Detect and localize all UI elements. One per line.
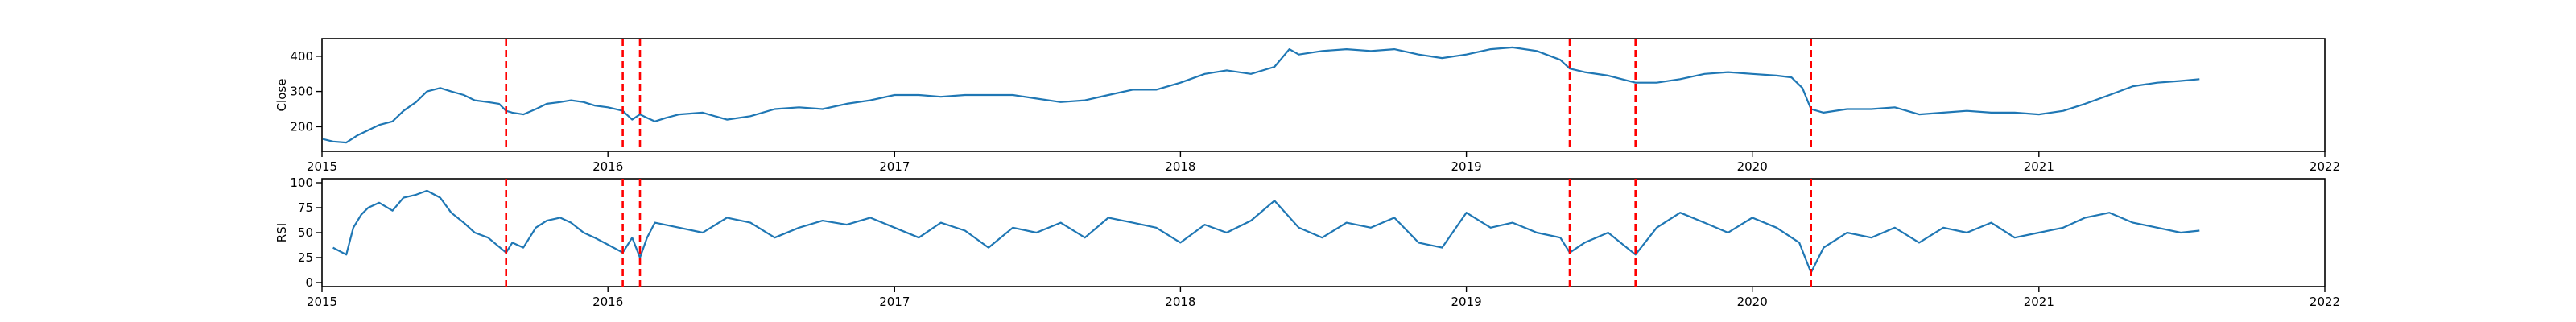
y-tick-label: 100 bbox=[290, 175, 313, 190]
y-tick-label: 300 bbox=[290, 85, 313, 99]
x-tick-label: 2016 bbox=[592, 159, 623, 174]
x-tick-label: 2016 bbox=[592, 295, 623, 309]
x-tick-label: 2018 bbox=[1165, 295, 1195, 309]
y-tick-label: 200 bbox=[290, 119, 313, 134]
series-line-0 bbox=[322, 46, 2200, 144]
y-axis-label: RSI bbox=[275, 223, 289, 242]
x-tick-label: 2022 bbox=[2310, 159, 2340, 174]
plot-frame bbox=[321, 38, 2326, 152]
x-tick-label: 2015 bbox=[307, 295, 337, 309]
x-tick-label: 2020 bbox=[1737, 295, 1768, 309]
x-tick-label: 2022 bbox=[2310, 295, 2340, 309]
x-tick-label: 2020 bbox=[1737, 159, 1768, 174]
close-price-chart: 200 300 400 2015 2016 2017 2018 2019 2020 2021 202… bbox=[275, 38, 2340, 174]
x-tick-label: 2021 bbox=[2024, 159, 2054, 174]
x-tick-label: 2019 bbox=[1451, 295, 1482, 309]
x-tick-label: 2017 bbox=[879, 295, 910, 309]
x-tick-label: 2015 bbox=[307, 159, 337, 174]
x-tick-label: 2018 bbox=[1165, 159, 1195, 174]
y-axis-label: Close bbox=[275, 79, 289, 112]
x-tick-label: 2017 bbox=[879, 159, 910, 174]
y-tick-label: 75 bbox=[298, 200, 313, 215]
y-tick-label: 0 bbox=[305, 275, 313, 290]
y-tick-label: 25 bbox=[298, 250, 313, 265]
rsi-chart: 0 25 50 75 100 2015 2016 2017 2018 2019 2020 2021 20… bbox=[275, 175, 2340, 309]
y-tick-label: 50 bbox=[298, 225, 313, 240]
x-tick-label: 2021 bbox=[2024, 295, 2054, 309]
series-line-0 bbox=[332, 189, 2200, 274]
x-tick-label: 2019 bbox=[1451, 159, 1482, 174]
y-tick-label: 400 bbox=[290, 49, 313, 64]
